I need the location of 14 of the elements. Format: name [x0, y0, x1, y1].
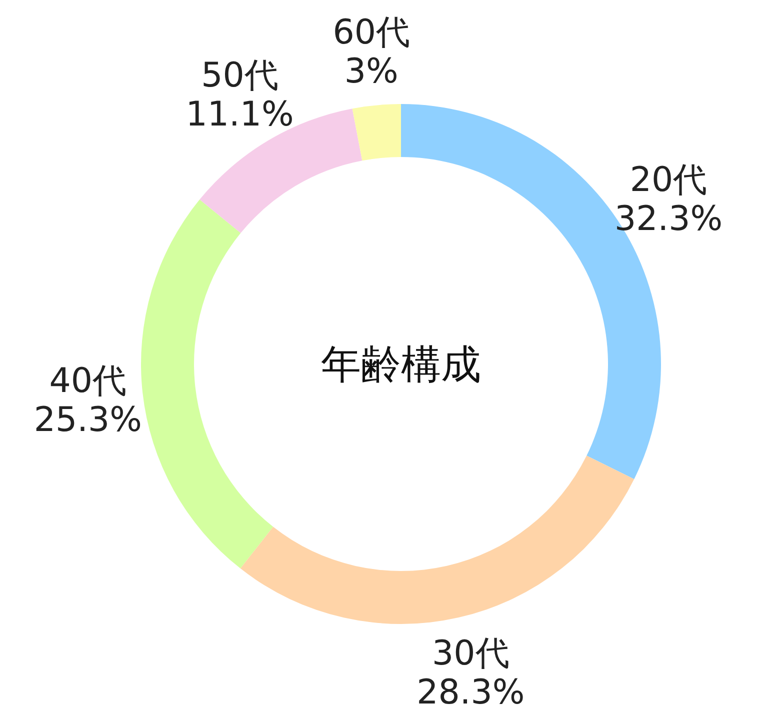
donut-slice: [141, 200, 274, 568]
slice-label: 40代: [49, 360, 127, 401]
slice-label: 50代: [201, 56, 278, 96]
data-label: 3%: [344, 52, 398, 92]
donut-slice: [240, 456, 634, 624]
slice-label: 60代: [332, 12, 410, 53]
slice-label: 20代: [630, 160, 708, 200]
data-label: 11.1%: [186, 94, 294, 135]
donut-slice: [352, 104, 401, 161]
data-label: 28.3%: [416, 672, 525, 712]
text: 年齢構成: [321, 342, 481, 388]
slice-label: 30代: [432, 633, 510, 674]
data-label: 32.3%: [614, 199, 723, 240]
data-label: 25.3%: [34, 400, 142, 440]
